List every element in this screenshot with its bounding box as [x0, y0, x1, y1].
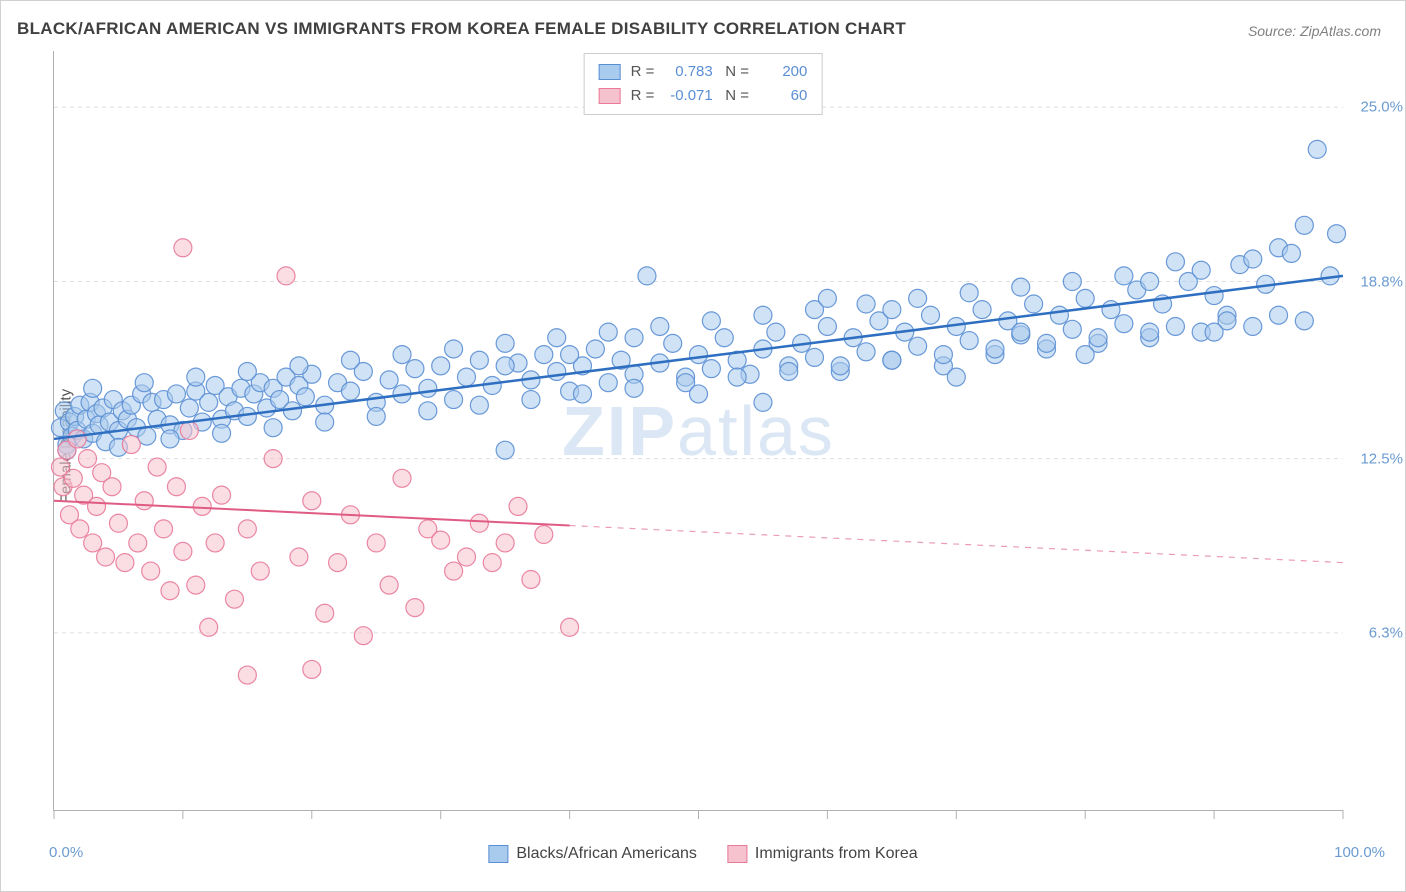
y-tick-label: 25.0%: [1360, 99, 1403, 116]
source-attribution: Source: ZipAtlas.com: [1248, 23, 1381, 39]
correlation-legend: R = 0.783 N = 200R = -0.071 N = 60: [584, 53, 823, 115]
chart-container: BLACK/AFRICAN AMERICAN VS IMMIGRANTS FRO…: [0, 0, 1406, 892]
legend-row: R = -0.071 N = 60: [599, 84, 808, 108]
series-legend-item: Immigrants from Korea: [727, 845, 918, 863]
chart-title: BLACK/AFRICAN AMERICAN VS IMMIGRANTS FRO…: [17, 19, 906, 39]
chart-svg: [54, 51, 1343, 810]
legend-swatch-icon: [727, 845, 747, 863]
plot-area: ZIPatlas 6.3%12.5%18.8%25.0%: [53, 51, 1343, 811]
y-tick-label: 12.5%: [1360, 450, 1403, 467]
y-tick-label: 6.3%: [1369, 624, 1403, 641]
y-tick-label: 18.8%: [1360, 273, 1403, 290]
x-axis-left-label: 0.0%: [49, 844, 83, 861]
series-legend-item: Blacks/African Americans: [488, 845, 697, 863]
x-axis-right-label: 100.0%: [1334, 844, 1385, 861]
legend-row: R = 0.783 N = 200: [599, 60, 808, 84]
series-legend: Blacks/African Americans Immigrants from …: [488, 845, 917, 863]
legend-swatch-icon: [599, 88, 621, 104]
legend-swatch-icon: [599, 64, 621, 80]
legend-swatch-icon: [488, 845, 508, 863]
